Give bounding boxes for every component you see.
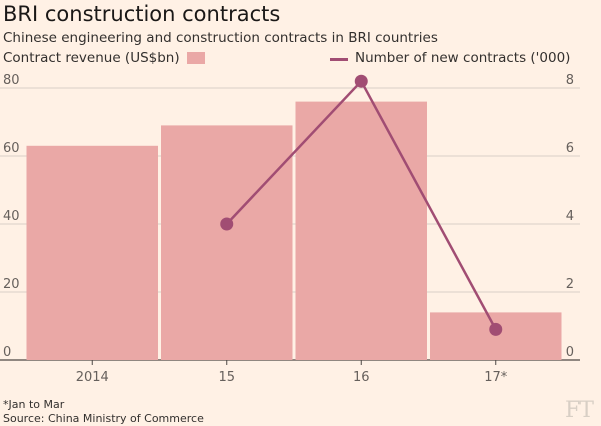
legend-label-contract-revenue: Contract revenue (US$bn) xyxy=(3,50,180,66)
y-left-tick-0: 0 xyxy=(3,345,11,360)
legend-swatch-contract-revenue xyxy=(187,52,205,64)
x-tick-17*: 17* xyxy=(484,370,508,385)
y-left-tick-60: 60 xyxy=(3,141,20,156)
chart-subtitle: Chinese engineering and construction con… xyxy=(3,30,438,46)
bar-15 xyxy=(161,125,293,361)
y-left-tick-40: 40 xyxy=(3,209,20,224)
chart-source: Source: China Ministry of Commerce xyxy=(3,412,204,425)
bar-17* xyxy=(430,312,562,360)
x-tick-2014: 2014 xyxy=(76,370,109,385)
point-new-contracts-15 xyxy=(220,217,234,231)
y-left-tick-80: 80 xyxy=(3,73,20,88)
y-right-tick-0: 0 xyxy=(566,345,574,360)
y-right-tick-2: 2 xyxy=(566,277,574,292)
chart-footnote: *Jan to Mar xyxy=(3,398,65,411)
point-new-contracts-16 xyxy=(354,74,368,88)
legend-label-new-contracts: Number of new contracts ('000) xyxy=(355,50,571,66)
y-right-tick-6: 6 xyxy=(566,141,574,156)
x-tick-15: 15 xyxy=(218,370,235,385)
bar-2014 xyxy=(26,145,158,360)
y-left-tick-20: 20 xyxy=(3,277,20,292)
ft-logo: FT xyxy=(565,398,594,423)
point-new-contracts-17* xyxy=(489,322,503,336)
bar-16 xyxy=(295,101,427,360)
y-right-tick-8: 8 xyxy=(566,73,574,88)
legend-swatch-new-contracts xyxy=(330,58,348,61)
y-right-tick-4: 4 xyxy=(566,209,574,224)
x-tick-16: 16 xyxy=(353,370,370,385)
chart-title: BRI construction contracts xyxy=(3,2,281,26)
